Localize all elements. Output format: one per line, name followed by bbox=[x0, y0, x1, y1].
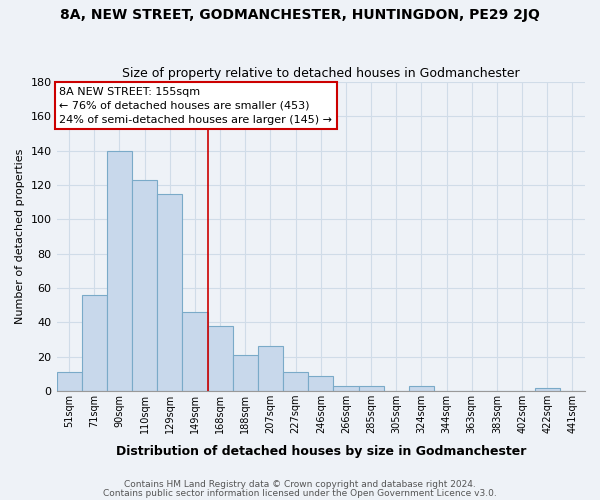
Bar bbox=[107, 150, 132, 391]
Bar bbox=[359, 386, 383, 391]
Bar bbox=[283, 372, 308, 391]
Text: Contains HM Land Registry data © Crown copyright and database right 2024.: Contains HM Land Registry data © Crown c… bbox=[124, 480, 476, 489]
Text: 8A, NEW STREET, GODMANCHESTER, HUNTINGDON, PE29 2JQ: 8A, NEW STREET, GODMANCHESTER, HUNTINGDO… bbox=[60, 8, 540, 22]
Text: 8A NEW STREET: 155sqm
← 76% of detached houses are smaller (453)
24% of semi-det: 8A NEW STREET: 155sqm ← 76% of detached … bbox=[59, 86, 332, 124]
Bar bbox=[208, 326, 233, 391]
Bar bbox=[233, 355, 258, 391]
Bar bbox=[535, 388, 560, 391]
Bar bbox=[308, 376, 334, 391]
Bar bbox=[82, 295, 107, 391]
Bar bbox=[56, 372, 82, 391]
Title: Size of property relative to detached houses in Godmanchester: Size of property relative to detached ho… bbox=[122, 66, 520, 80]
Bar bbox=[409, 386, 434, 391]
Bar bbox=[258, 346, 283, 391]
Bar bbox=[132, 180, 157, 391]
Bar bbox=[334, 386, 359, 391]
Bar bbox=[182, 312, 208, 391]
Bar bbox=[157, 194, 182, 391]
X-axis label: Distribution of detached houses by size in Godmanchester: Distribution of detached houses by size … bbox=[116, 444, 526, 458]
Y-axis label: Number of detached properties: Number of detached properties bbox=[15, 149, 25, 324]
Text: Contains public sector information licensed under the Open Government Licence v3: Contains public sector information licen… bbox=[103, 488, 497, 498]
